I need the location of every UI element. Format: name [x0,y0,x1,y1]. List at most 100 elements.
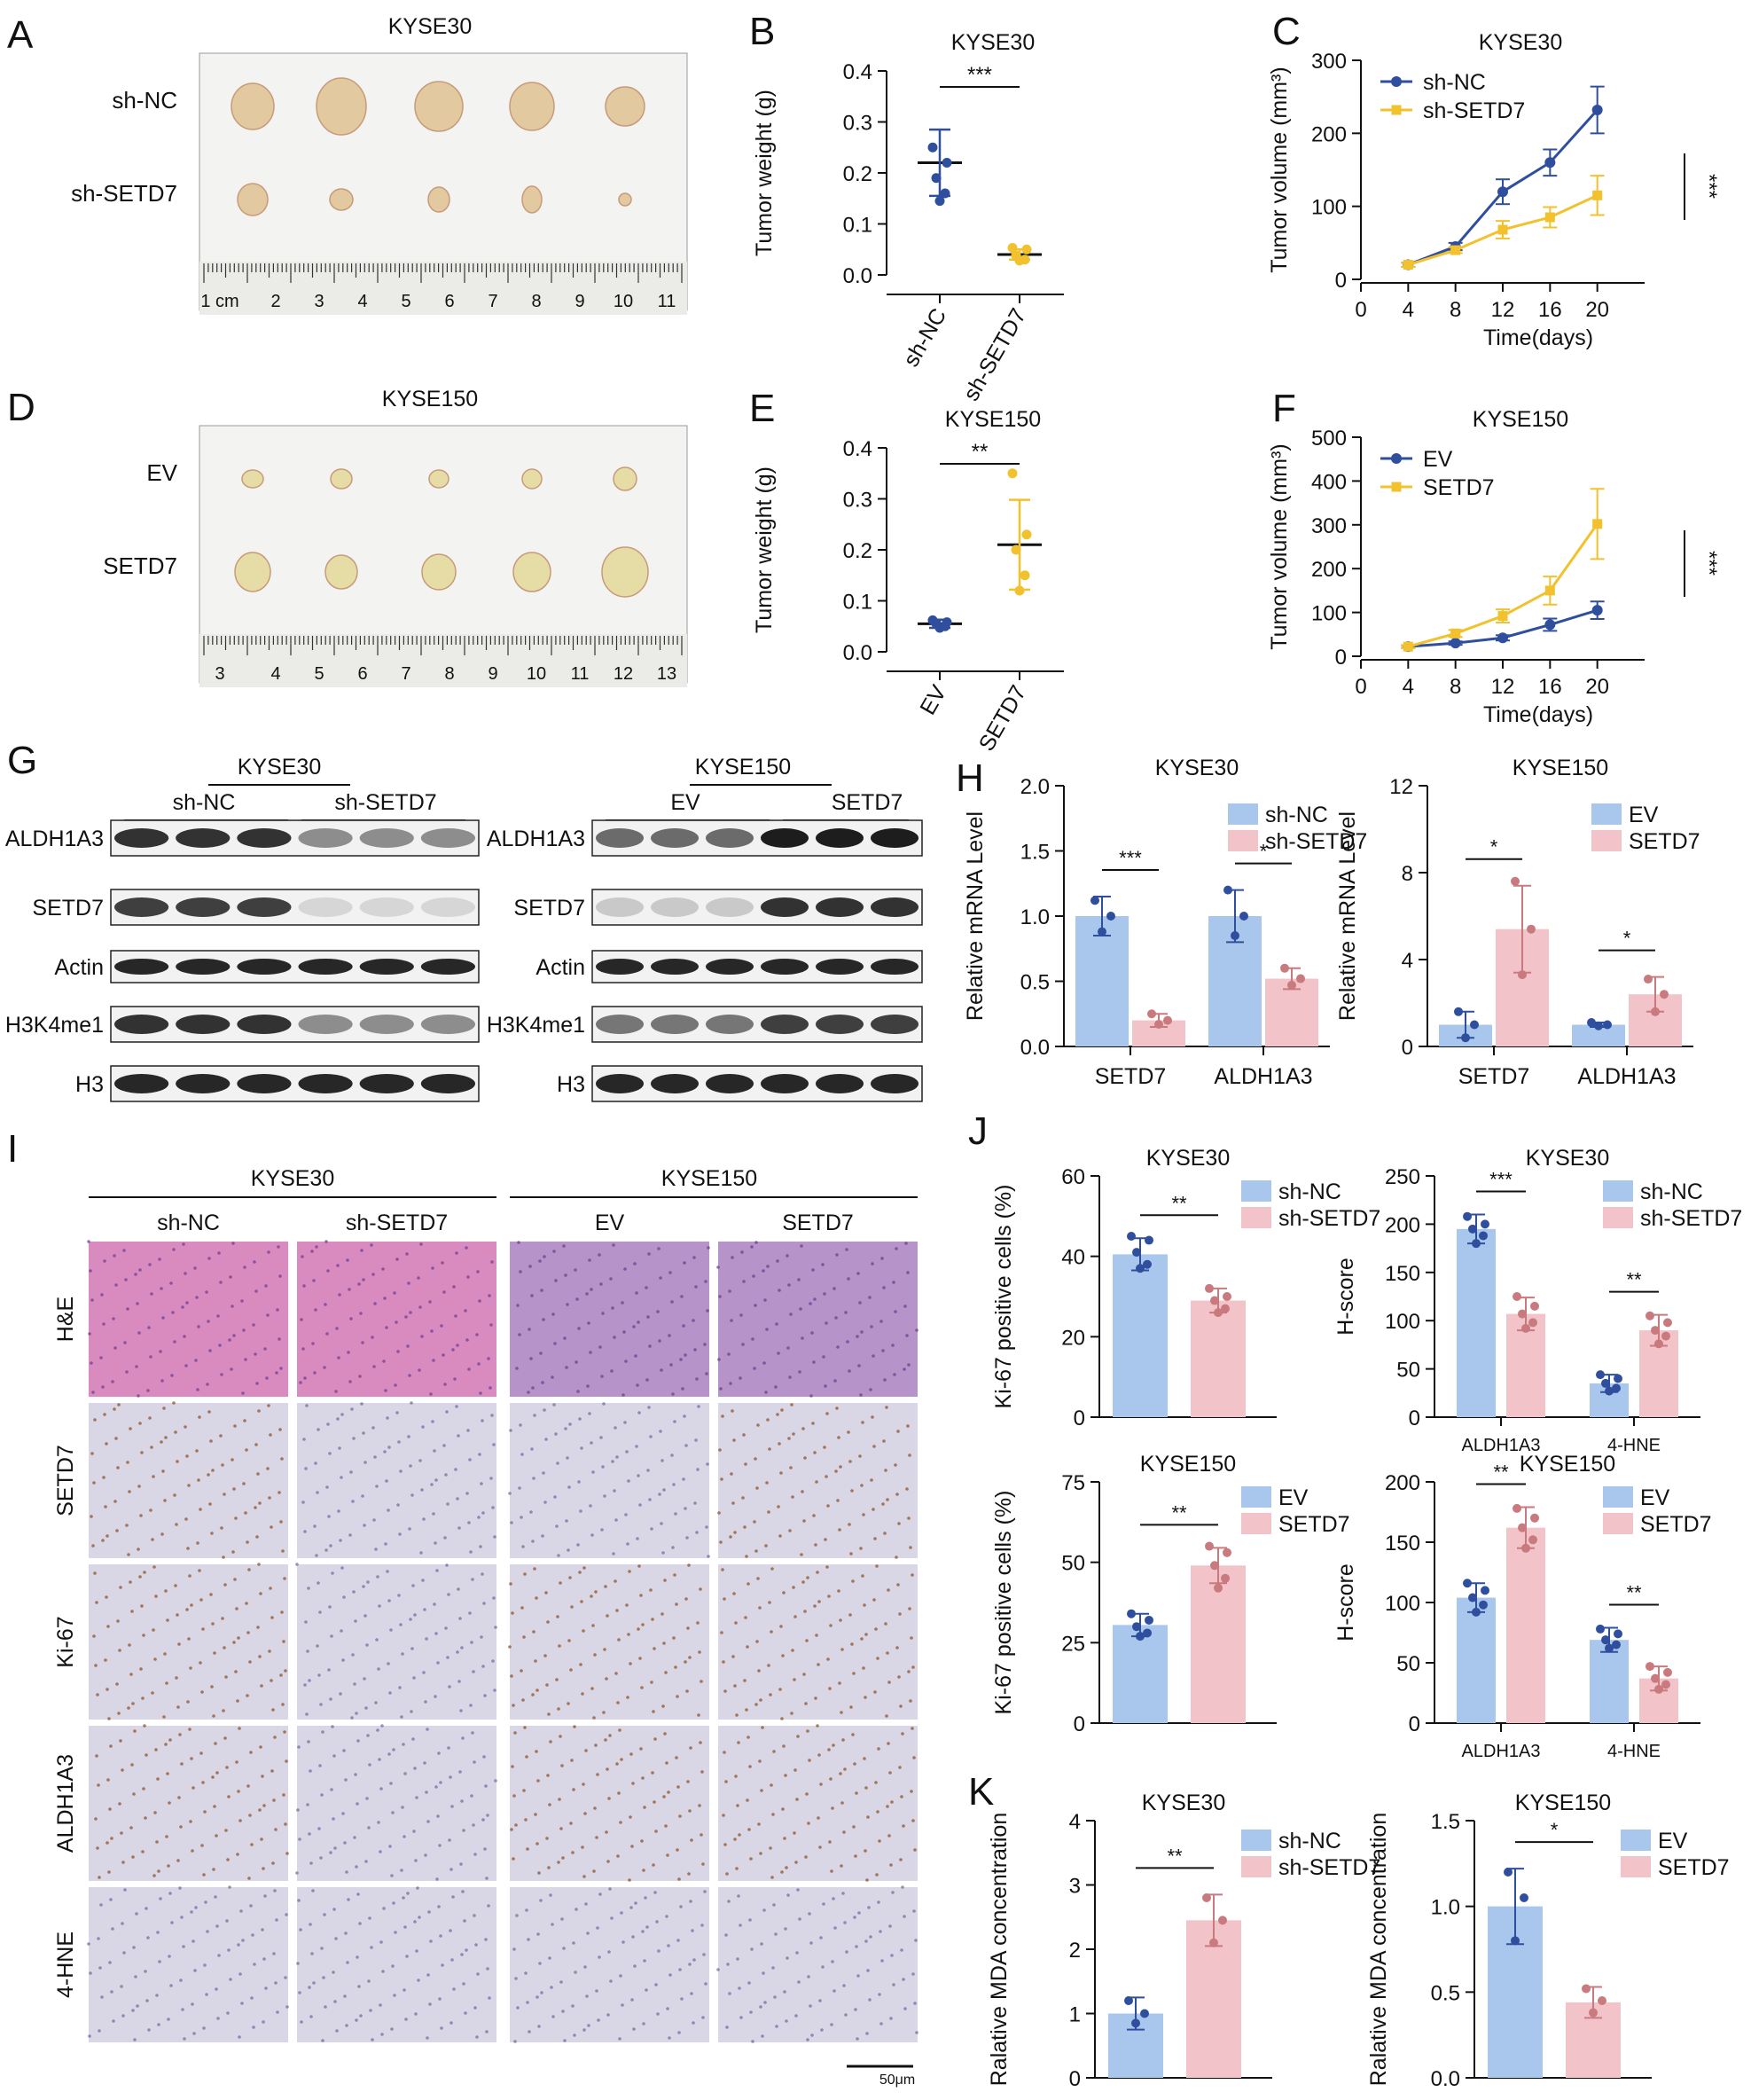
ihc-texture [549,1893,552,1897]
ihc-texture [332,1817,335,1821]
ihc-texture [572,1941,575,1945]
ihc-texture [754,1241,758,1244]
tumor-image [329,188,354,211]
ihc-texture [395,1258,399,1261]
ihc-texture [411,1584,415,1587]
ihc-texture [167,2018,170,2021]
data-point [1132,1248,1141,1258]
ihc-texture [632,1325,636,1328]
ihc-texture [206,1383,209,1386]
ihc-texture [238,2035,241,2039]
ihc-texture [457,1587,460,1591]
ihc-texture [195,1449,199,1453]
ihc-texture [661,1459,664,1462]
ihc-texture [750,1245,754,1249]
ihc-texture [426,1973,430,1977]
data-point [1145,1615,1153,1625]
legend-swatch [1241,1207,1271,1228]
ihc-texture [899,1858,903,1861]
group-label: sh-NC [173,790,236,815]
ihc-texture [913,2002,917,2005]
ihc-texture [874,1781,878,1784]
ihc-texture [465,1492,469,1495]
ihc-image [718,1242,918,1397]
data-point [1663,1667,1672,1677]
ihc-texture [175,1523,178,1526]
ihc-texture [309,1769,312,1773]
ihc-texture [521,1698,525,1702]
ihc-texture [877,1900,880,1904]
ihc-texture [637,1411,641,1414]
ihc-texture [571,2004,575,2008]
ihc-image [718,1887,918,2042]
y-tick-label: 0 [1409,1712,1420,1736]
ihc-texture [869,1935,872,1939]
ihc-texture [560,1764,564,1767]
ihc-texture [724,1780,728,1783]
ihc-texture [807,1975,810,1979]
ihc-texture [686,1780,690,1783]
ihc-texture [775,1322,778,1326]
ihc-texture [341,1658,345,1662]
ihc-texture [234,1670,238,1673]
ihc-texture [110,1990,113,1994]
ihc-texture [915,1328,918,1332]
ihc-texture [886,1498,889,1501]
ihc-texture [891,1891,895,1894]
ihc-texture [401,1652,404,1656]
data-point [1594,1021,1603,1030]
ihc-texture [792,1586,795,1589]
ihc-texture [861,1574,864,1578]
ihc-texture [806,1729,809,1733]
ihc-texture [227,1795,231,1798]
ihc-texture [148,1263,152,1266]
ihc-texture [143,1724,146,1728]
ihc-texture [778,1442,781,1446]
data-point [1014,585,1025,596]
ihc-texture [756,1423,760,1427]
ihc-texture [482,1755,486,1759]
ihc-texture [743,1525,747,1529]
ihc-texture [373,1302,377,1305]
ihc-texture [647,1406,651,1409]
ihc-texture [668,1334,671,1337]
ihc-texture [833,1287,836,1290]
ihc-texture [260,1838,263,1841]
ihc-texture [653,1800,656,1804]
ihc-texture [887,1681,891,1684]
ihc-texture [405,1955,409,1958]
ihc-texture [429,1392,433,1396]
ihc-texture [751,1337,754,1341]
ihc-texture [672,1636,676,1640]
ihc-texture [585,1994,589,1998]
ihc-texture [582,1783,585,1786]
ihc-texture [320,1793,324,1797]
data-point [1239,912,1248,921]
ihc-texture [145,1999,149,2002]
ihc-texture [385,1479,388,1483]
chart-title: KYSE30 [951,30,1036,55]
ihc-texture [252,2026,255,2029]
protein-label: H3 [557,1072,585,1097]
ihc-texture [887,1742,890,1745]
ihc-texture [299,1381,302,1384]
ihc-texture [839,1618,842,1622]
ihc-texture [472,1670,475,1673]
ihc-texture [266,1313,270,1317]
ihc-texture [662,1795,666,1798]
ihc-texture [94,1664,98,1667]
data-point [1601,1378,1610,1388]
ihc-texture [357,1282,361,1286]
ruler-label: 12 [614,664,633,684]
ihc-texture [554,1432,558,1436]
blot-box [110,1006,480,1043]
ihc-texture [89,1269,92,1273]
ihc-texture [615,1762,619,1766]
chart-title: KYSE30 [1155,756,1239,780]
ihc-texture [177,1796,181,1799]
ihc-texture [870,1478,873,1482]
ihc-texture [614,1672,618,1675]
